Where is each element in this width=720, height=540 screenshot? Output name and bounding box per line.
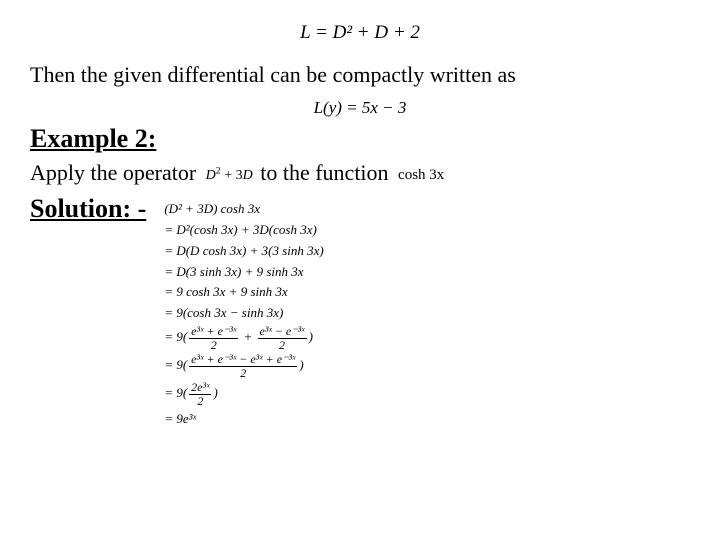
step-4: = 9 cosh 3x + 9 sinh 3x [164, 283, 323, 302]
apply-line: Apply the operator D2 + 3D to the functi… [30, 160, 690, 186]
step8-close: ) [213, 386, 217, 401]
step6-eq: = 9( [164, 329, 187, 344]
step7-close: ) [299, 357, 303, 372]
example-heading: Example 2: [30, 124, 690, 154]
step-3: = D(3 sinh 3x) + 9 sinh 3x [164, 263, 323, 282]
step6-plus: + [240, 329, 255, 344]
step6-f2-den: 2 [258, 339, 307, 352]
apply-prefix: Apply the operator [30, 160, 196, 185]
apply-mid: to the function [260, 160, 388, 185]
sentence: Then the given differential can be compa… [30, 62, 690, 88]
step-0: (D² + 3D) cosh 3x [164, 200, 323, 219]
top-equation: L = D² + D + 2 [30, 22, 690, 44]
step-6: = 9(e³ˣ + e⁻³ˣ2 + e³ˣ − e⁻³ˣ2) [164, 325, 323, 351]
step-2: = D(D cosh 3x) + 3(3 sinh 3x) [164, 242, 323, 261]
step-7: = 9(e³ˣ + e⁻³ˣ − e³ˣ + e⁻³ˣ2) [164, 353, 323, 379]
step6-f1-den: 2 [189, 339, 238, 352]
apply-function: cosh 3x [394, 167, 444, 183]
step6-frac2: e³ˣ − e⁻³ˣ2 [258, 325, 307, 351]
step7-den: 2 [189, 367, 297, 380]
solution-row: Solution: - (D² + 3D) cosh 3x = D²(cosh … [30, 194, 690, 430]
apply-operator: D2 + 3D [202, 168, 261, 183]
page-content: L = D² + D + 2 Then the given differenti… [0, 0, 720, 448]
step7-frac: e³ˣ + e⁻³ˣ − e³ˣ + e⁻³ˣ2 [189, 353, 297, 379]
step6-f2-num: e³ˣ − e⁻³ˣ [258, 325, 307, 339]
solution-steps: (D² + 3D) cosh 3x = D²(cosh 3x) + 3D(cos… [164, 194, 323, 430]
step7-eq: = 9( [164, 357, 187, 372]
step-5: = 9(cosh 3x − sinh 3x) [164, 304, 323, 323]
compact-equation: L(y) = 5x − 3 [30, 98, 690, 118]
step8-den: 2 [189, 395, 211, 408]
step-1: = D²(cosh 3x) + 3D(cosh 3x) [164, 221, 323, 240]
step8-num: 2e³ˣ [189, 381, 211, 395]
step6-close: ) [309, 329, 313, 344]
step6-f1-num: e³ˣ + e⁻³ˣ [189, 325, 238, 339]
step-8: = 9(2e³ˣ2) [164, 381, 323, 407]
step8-eq: = 9( [164, 386, 187, 401]
solution-heading: Solution: - [30, 194, 146, 224]
step6-frac1: e³ˣ + e⁻³ˣ2 [189, 325, 238, 351]
step7-num: e³ˣ + e⁻³ˣ − e³ˣ + e⁻³ˣ [189, 353, 297, 367]
step8-frac: 2e³ˣ2 [189, 381, 211, 407]
step-9: = 9e³ˣ [164, 410, 323, 429]
